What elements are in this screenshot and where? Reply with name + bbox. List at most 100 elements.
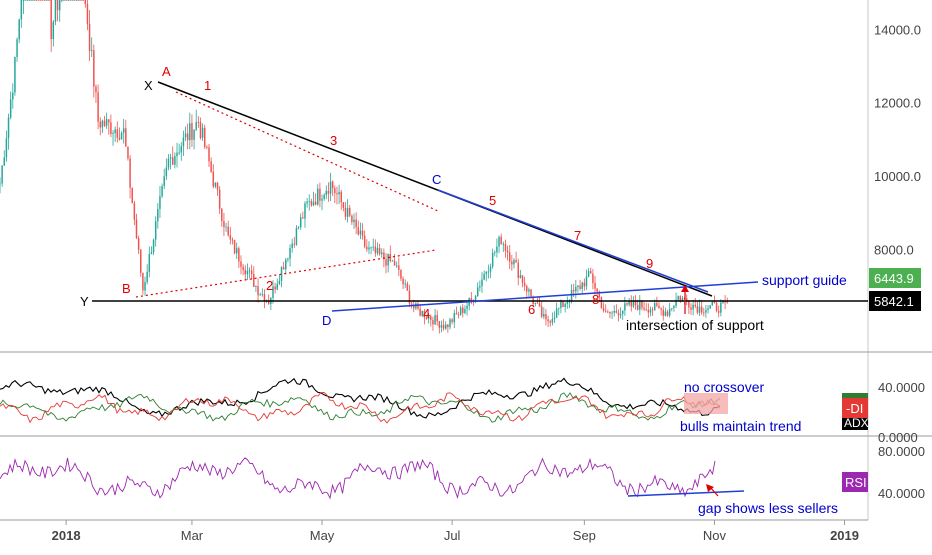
adx-panel-axis: 40.0000 0.0000 ADX -DI <box>842 380 925 445</box>
candle <box>351 214 353 226</box>
support-guide-line[interactable] <box>331 281 759 312</box>
candle <box>174 152 176 169</box>
candle <box>451 318 453 325</box>
candle <box>427 313 430 324</box>
candle <box>163 168 165 190</box>
label-3: 3 <box>330 133 337 148</box>
candle <box>677 295 679 301</box>
candles-layer <box>0 0 728 334</box>
candle <box>389 245 392 263</box>
label-2: 2 <box>266 278 273 293</box>
candle <box>459 305 462 316</box>
candle <box>666 309 669 317</box>
candle <box>528 287 530 299</box>
trendline-c-blue[interactable] <box>437 189 709 293</box>
dotted-support[interactable] <box>135 249 437 298</box>
candle <box>720 299 722 317</box>
candle <box>378 243 381 256</box>
candle <box>707 304 709 314</box>
candle <box>244 265 247 281</box>
candle <box>660 307 662 316</box>
candle <box>581 281 583 294</box>
candle <box>436 310 438 326</box>
candle <box>210 157 212 174</box>
candle <box>82 0 84 1</box>
candle <box>144 276 146 296</box>
candle <box>69 0 72 1</box>
candle <box>715 301 718 313</box>
candle <box>78 0 80 1</box>
candle <box>366 239 368 252</box>
trendline-x-c[interactable] <box>157 81 713 297</box>
label-4: 4 <box>423 306 430 321</box>
candle <box>626 302 628 307</box>
candle <box>314 193 317 206</box>
candle <box>105 112 108 129</box>
candle <box>540 301 543 319</box>
candle <box>280 266 283 288</box>
candle <box>592 268 594 290</box>
candle <box>692 299 694 316</box>
candle <box>643 302 645 312</box>
support-level-value: 5842.1 <box>874 294 914 309</box>
candle <box>662 305 665 321</box>
candle <box>199 117 202 140</box>
candle <box>336 186 338 205</box>
annotation-labels: A B C D X Y 1 2 3 4 5 6 7 8 9 support gu… <box>80 64 847 516</box>
candle <box>176 142 178 168</box>
candle <box>129 155 131 199</box>
candle <box>169 153 172 170</box>
candle <box>656 296 658 308</box>
candle <box>97 84 99 130</box>
support-guide-label: support guide <box>762 272 847 288</box>
candle <box>359 222 362 240</box>
candle <box>387 253 389 273</box>
candle <box>225 222 227 232</box>
candle <box>76 0 78 1</box>
price-axis-ticks: 14000.0 12000.0 10000.0 8000.0 <box>874 22 921 257</box>
candle <box>203 124 206 149</box>
candle <box>0 177 1 194</box>
candle <box>534 302 537 307</box>
candle <box>498 235 500 254</box>
candle <box>338 184 340 204</box>
price-tick-label: 8000.0 <box>874 242 914 257</box>
rsi-support-line[interactable] <box>627 490 745 497</box>
minus-di-badge <box>842 398 868 418</box>
label-5: 5 <box>489 193 496 208</box>
candle <box>180 142 183 161</box>
candle <box>688 300 690 315</box>
candle <box>370 246 372 255</box>
candle <box>363 230 366 249</box>
rsi-tick-40: 40.0000 <box>878 486 925 501</box>
label-9: 9 <box>646 256 653 271</box>
candle <box>602 302 605 313</box>
candle <box>37 0 40 1</box>
candle <box>208 144 210 167</box>
candle <box>551 312 554 326</box>
gap-sellers-label: gap shows less sellers <box>698 500 838 516</box>
label-b: B <box>122 281 131 296</box>
candle <box>182 130 185 156</box>
price-tick-label: 14000.0 <box>874 22 921 37</box>
candle <box>114 126 116 143</box>
candle <box>127 146 129 161</box>
candle <box>353 213 355 229</box>
candle <box>167 154 170 171</box>
candle <box>291 238 293 253</box>
candle <box>408 284 411 308</box>
candle <box>172 146 174 165</box>
candle <box>374 239 377 257</box>
candle <box>235 242 238 259</box>
price-tick-label: 12000.0 <box>874 96 921 111</box>
candle <box>44 0 46 1</box>
candle <box>440 320 443 333</box>
candle <box>400 269 402 282</box>
candle <box>90 37 93 58</box>
candle <box>609 311 611 319</box>
candle <box>122 119 125 144</box>
candle <box>549 319 551 327</box>
candle <box>442 319 445 331</box>
candle <box>323 193 325 201</box>
candle <box>33 0 35 1</box>
